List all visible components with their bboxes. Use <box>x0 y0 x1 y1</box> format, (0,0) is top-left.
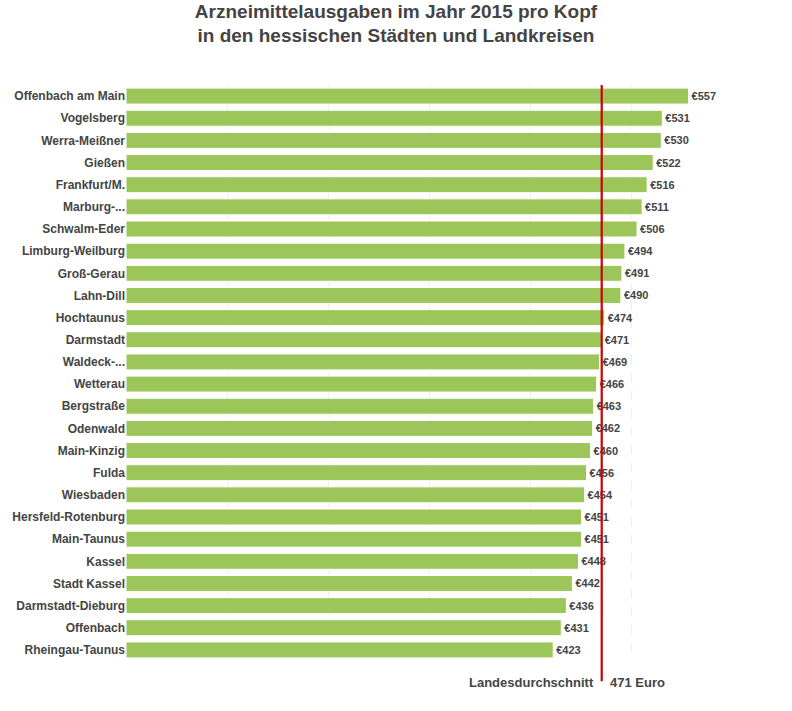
svg-text:Werra-Meißner: Werra-Meißner <box>41 134 125 148</box>
svg-text:Darmstadt: Darmstadt <box>66 333 125 347</box>
svg-text:€490: €490 <box>624 289 648 301</box>
svg-text:Odenwald: Odenwald <box>68 422 125 436</box>
svg-text:€491: €491 <box>625 267 649 279</box>
svg-text:€494: €494 <box>628 245 653 257</box>
svg-text:€506: €506 <box>640 223 664 235</box>
svg-text:Offenbach am Main: Offenbach am Main <box>14 89 125 103</box>
svg-text:Arzneimittelausgaben im Jahr 2: Arzneimittelausgaben im Jahr 2015 pro Ko… <box>195 1 598 47</box>
svg-text:€463: €463 <box>597 400 621 412</box>
svg-text:€451: €451 <box>585 533 609 545</box>
svg-text:Main-Taunus: Main-Taunus <box>52 532 125 546</box>
svg-text:€436: €436 <box>569 600 593 612</box>
svg-text:Schwalm-Eder: Schwalm-Eder <box>42 222 125 236</box>
svg-text:Landesdurchschnitt: Landesdurchschnitt <box>469 675 594 690</box>
svg-text:Groß-Gerau: Groß-Gerau <box>58 267 125 281</box>
svg-text:Hersfeld-Rotenburg: Hersfeld-Rotenburg <box>12 510 125 524</box>
svg-text:€431: €431 <box>564 622 588 634</box>
svg-text:€474: €474 <box>608 312 633 324</box>
svg-text:Fulda: Fulda <box>93 466 125 480</box>
svg-text:€442: €442 <box>575 577 599 589</box>
svg-text:Kassel: Kassel <box>86 555 125 569</box>
svg-text:Stadt Kassel: Stadt Kassel <box>53 577 125 591</box>
svg-text:€466: €466 <box>600 378 624 390</box>
svg-text:€460: €460 <box>594 445 618 457</box>
svg-text:€462: €462 <box>596 422 620 434</box>
svg-text:€471: €471 <box>605 334 629 346</box>
svg-text:Offenbach: Offenbach <box>66 621 125 635</box>
svg-text:€511: €511 <box>645 201 669 213</box>
svg-text:€448: €448 <box>581 555 605 567</box>
svg-text:Gießen: Gießen <box>84 156 125 170</box>
svg-text:Main-Kinzig: Main-Kinzig <box>58 444 125 458</box>
svg-text:Marburg-...: Marburg-... <box>63 200 125 214</box>
svg-text:Waldeck-...: Waldeck-... <box>63 355 125 369</box>
svg-text:€454: €454 <box>588 489 613 501</box>
svg-text:Wiesbaden: Wiesbaden <box>62 488 125 502</box>
svg-text:471 Euro: 471 Euro <box>610 675 665 690</box>
svg-text:Hochtaunus: Hochtaunus <box>56 311 126 325</box>
svg-text:Bergstraße: Bergstraße <box>62 399 126 413</box>
svg-text:€423: €423 <box>556 644 580 656</box>
svg-text:Darmstadt-Dieburg: Darmstadt-Dieburg <box>16 599 125 613</box>
svg-text:Vogelsberg: Vogelsberg <box>61 111 125 125</box>
svg-text:€516: €516 <box>650 179 674 191</box>
svg-text:Frankfurt/M.: Frankfurt/M. <box>56 178 125 192</box>
svg-text:€522: €522 <box>656 157 680 169</box>
svg-text:€557: €557 <box>692 90 716 102</box>
svg-text:€530: €530 <box>664 134 688 146</box>
svg-text:€456: €456 <box>590 467 614 479</box>
svg-text:Rheingau-Taunus: Rheingau-Taunus <box>25 643 126 657</box>
svg-text:Wetterau: Wetterau <box>74 377 125 391</box>
svg-text:€469: €469 <box>603 356 627 368</box>
svg-text:€451: €451 <box>585 511 609 523</box>
svg-text:Limburg-Weilburg: Limburg-Weilburg <box>22 244 125 258</box>
svg-text:€531: €531 <box>665 112 689 124</box>
svg-text:Lahn-Dill: Lahn-Dill <box>74 289 125 303</box>
